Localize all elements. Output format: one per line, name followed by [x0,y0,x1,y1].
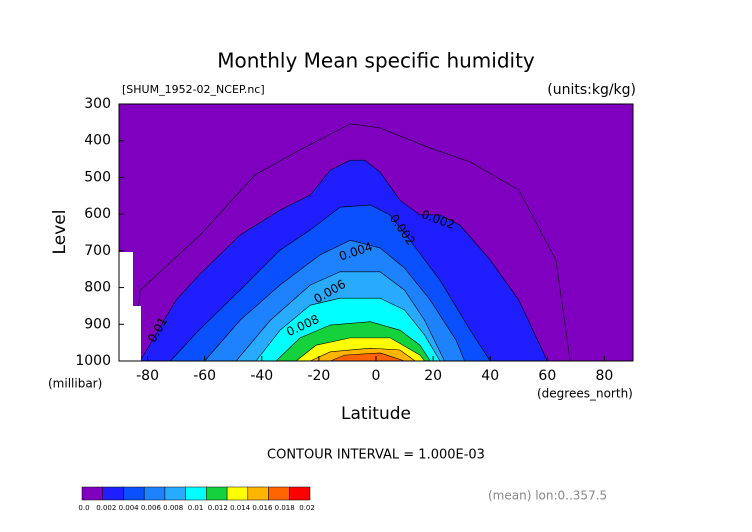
colorbar-box [102,486,124,501]
y-tick-label: 800 [84,280,111,296]
colorbar-box [81,486,103,501]
colorbar-label: 0.008 [163,504,183,512]
note: CONTOUR INTERVAL = 1.000E-03 [267,448,485,463]
missing-region [119,252,141,361]
colorbar-label: 0.002 [96,504,116,512]
y-units: (millibar) [48,377,102,391]
colorbar-box [123,486,145,501]
colorbar-label: 0.014 [230,504,251,512]
colorbar-label: 0.018 [275,504,295,512]
subtitle: [SHUM_1952-02_NCEP.nc] [122,83,265,96]
x-tick-label: 20 [424,368,442,384]
x-tick-label: 40 [481,368,499,384]
colorbar-label: 0.004 [119,504,140,512]
colorbar-label: 0.01 [188,504,204,512]
colorbar-box [289,486,311,501]
y-tick-label: 700 [84,243,111,259]
footer: (mean) lon:0..357.5 [488,489,607,503]
y-axis-title: Level [50,210,70,255]
contour-line [132,123,571,362]
x-tick-label: -20 [307,368,330,384]
colorbar-label: 0.006 [141,504,162,512]
x-tick-label: 0 [372,368,381,384]
y-tick-label: 400 [84,133,111,149]
y-tick-label: 900 [84,316,111,332]
x-axis-title: Latitude [341,404,411,424]
x-tick-label: -80 [136,368,159,384]
colorbar-label: 0.012 [208,504,228,512]
x-tick-label: 60 [538,368,556,384]
x-tick-label: 80 [596,368,614,384]
colorbar-box [143,486,166,501]
y-tick-label: 500 [84,169,111,185]
colorbar-label: 0.016 [252,504,273,512]
x-units: (degrees_north) [537,387,633,401]
y-tick-label: 1000 [75,353,111,369]
colorbar-box [226,486,249,501]
y-tick-label: 300 [84,96,111,112]
colorbar-label: 0.0 [78,504,89,512]
x-tick-label: -40 [250,368,273,384]
x-tick-label: -60 [193,368,216,384]
units: (units:kg/kg) [547,82,636,98]
colorbar-box [185,486,207,501]
colorbar-box [164,486,186,501]
colorbar-box [268,486,290,501]
colorbar-box [247,486,269,501]
y-tick-label: 600 [84,206,111,222]
chart-title: Monthly Mean specific humidity [217,49,535,73]
colorbar-box [206,486,228,501]
colorbar-label: 0.02 [299,504,315,512]
